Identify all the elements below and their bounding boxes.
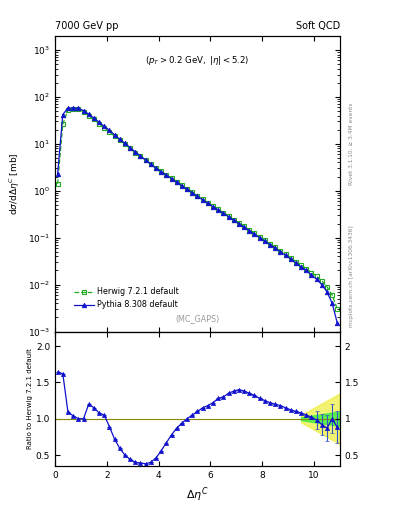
Pythia 8.308 default [55, 170, 60, 177]
Y-axis label: $\mathrm{d}\sigma/\mathrm{d}\Delta\eta^{C}$ [mb]: $\mathrm{d}\sigma/\mathrm{d}\Delta\eta^{… [8, 153, 22, 215]
X-axis label: $\Delta\eta^{C}$: $\Delta\eta^{C}$ [186, 485, 209, 504]
Herwig 7.2.1 default [128, 145, 132, 152]
Herwig 7.2.1 default [309, 269, 314, 275]
Herwig 7.2.1 default [330, 292, 334, 298]
Herwig 7.2.1 default [335, 306, 340, 312]
Pythia 8.308 default [309, 272, 314, 278]
Line: Pythia 8.308 default: Pythia 8.308 default [55, 106, 340, 326]
Pythia 8.308 default [92, 115, 96, 121]
Pythia 8.308 default [164, 172, 169, 178]
Pythia 8.308 default [128, 144, 132, 151]
Line: Herwig 7.2.1 default: Herwig 7.2.1 default [55, 106, 340, 311]
Herwig 7.2.1 default [55, 181, 60, 187]
Herwig 7.2.1 default [71, 105, 75, 112]
Legend: Herwig 7.2.1 default, Pythia 8.308 default: Herwig 7.2.1 default, Pythia 8.308 defau… [70, 284, 182, 313]
Text: Soft QCD: Soft QCD [296, 22, 340, 31]
Pythia 8.308 default [330, 300, 334, 306]
Text: Rivet 3.1.10, ≥ 3.4M events: Rivet 3.1.10, ≥ 3.4M events [349, 102, 354, 185]
Pythia 8.308 default [66, 105, 70, 111]
Text: mcplots.cern.ch [arXiv:1306.3436]: mcplots.cern.ch [arXiv:1306.3436] [349, 226, 354, 327]
Herwig 7.2.1 default [164, 172, 169, 178]
Text: 7000 GeV pp: 7000 GeV pp [55, 22, 119, 31]
Text: $(p_{T} > 0.2\ \mathrm{GeV},\ |\eta| < 5.2)$: $(p_{T} > 0.2\ \mathrm{GeV},\ |\eta| < 5… [145, 54, 250, 67]
Y-axis label: Ratio to Herwig 7.2.1 default: Ratio to Herwig 7.2.1 default [27, 348, 33, 449]
Text: (MC_GAPS): (MC_GAPS) [175, 314, 220, 323]
Herwig 7.2.1 default [92, 116, 96, 122]
Pythia 8.308 default [335, 320, 340, 326]
Pythia 8.308 default [112, 132, 117, 138]
Herwig 7.2.1 default [112, 133, 117, 139]
